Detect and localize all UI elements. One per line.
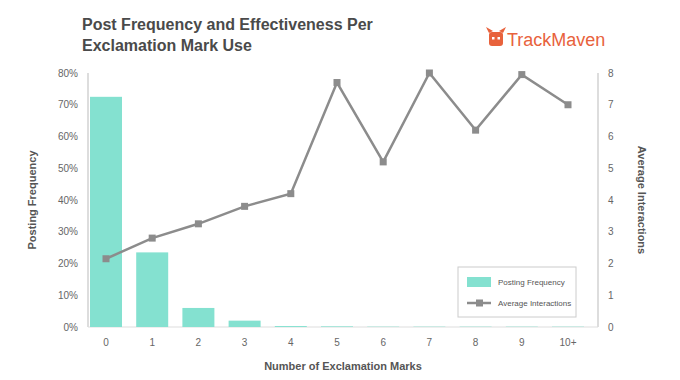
logo-ears bbox=[486, 27, 506, 33]
x-tick-label: 8 bbox=[473, 337, 479, 348]
x-axis-title: Number of Exclamation Marks bbox=[264, 360, 422, 372]
y2-tick-label: 0 bbox=[608, 322, 614, 333]
logo-eye bbox=[492, 37, 495, 40]
y2-tick-label: 7 bbox=[608, 99, 614, 110]
x-tick-label: 2 bbox=[196, 337, 202, 348]
y2-tick-label: 8 bbox=[608, 68, 614, 79]
y-tick-label: 40% bbox=[58, 195, 78, 206]
bar bbox=[321, 326, 353, 327]
title: Post Frequency and Effectiveness Per Excl… bbox=[82, 16, 373, 54]
marks bbox=[90, 70, 584, 328]
x-tick-label: 7 bbox=[427, 337, 433, 348]
x-tick-label: 0 bbox=[103, 337, 109, 348]
y-axis bbox=[88, 73, 89, 327]
x-tick-label: 1 bbox=[149, 337, 155, 348]
marker bbox=[426, 70, 433, 77]
title-line: Exclamation Mark Use bbox=[82, 37, 252, 54]
logo-eye bbox=[498, 37, 501, 40]
x-tick-label: 4 bbox=[288, 337, 294, 348]
marker bbox=[287, 190, 294, 197]
marker bbox=[334, 79, 341, 86]
y2-axis-title: Average Interactions bbox=[636, 146, 648, 254]
bar bbox=[229, 321, 261, 327]
y-tick-label: 60% bbox=[58, 131, 78, 142]
marker bbox=[380, 158, 387, 165]
legend: Posting Frequency Average Interactions bbox=[458, 267, 576, 317]
marker bbox=[472, 127, 479, 134]
y-tick-label: 80% bbox=[58, 68, 78, 79]
x-tick-label: 6 bbox=[380, 337, 386, 348]
bar bbox=[552, 326, 584, 327]
marker bbox=[103, 255, 110, 262]
y-tick-label: 20% bbox=[58, 258, 78, 269]
legend-label: Average Interactions bbox=[498, 299, 571, 308]
line bbox=[106, 73, 568, 259]
bar bbox=[460, 326, 492, 327]
marker bbox=[195, 220, 202, 227]
y-axis-title: Posting Frequency bbox=[26, 150, 38, 250]
marker bbox=[565, 101, 572, 108]
logo-icon bbox=[489, 32, 503, 46]
x-tick-label: 5 bbox=[334, 337, 340, 348]
y2-axis bbox=[598, 73, 599, 327]
legend-box bbox=[458, 267, 576, 317]
y2-tick-label: 6 bbox=[608, 131, 614, 142]
y-tick-label: 0% bbox=[64, 322, 79, 333]
y-tick-label: 10% bbox=[58, 290, 78, 301]
legend-swatch bbox=[467, 277, 491, 287]
legend-marker bbox=[476, 300, 483, 307]
bar bbox=[275, 326, 307, 327]
bar bbox=[506, 326, 538, 327]
y-tick-label: 30% bbox=[58, 226, 78, 237]
title-line: Post Frequency and Effectiveness Per bbox=[82, 16, 373, 33]
y2-tick-label: 4 bbox=[608, 195, 614, 206]
bar bbox=[182, 308, 214, 327]
bar bbox=[413, 326, 445, 327]
logo-text: TrackMaven bbox=[507, 30, 605, 50]
y2-tick-label: 5 bbox=[608, 163, 614, 174]
x-tick-label: 3 bbox=[242, 337, 248, 348]
chart: Post Frequency and Effectiveness Per Excl… bbox=[0, 0, 680, 380]
bar bbox=[367, 326, 399, 327]
y-tick-label: 70% bbox=[58, 99, 78, 110]
marker bbox=[518, 71, 525, 78]
bar bbox=[136, 252, 168, 327]
y2-tick-label: 1 bbox=[608, 290, 614, 301]
marker bbox=[149, 235, 156, 242]
x-tick-label: 9 bbox=[519, 337, 525, 348]
y2-tick-label: 3 bbox=[608, 226, 614, 237]
bar bbox=[90, 97, 122, 327]
legend-label: Posting Frequency bbox=[498, 278, 565, 287]
y2-tick-label: 2 bbox=[608, 258, 614, 269]
logo: TrackMaven bbox=[486, 27, 605, 50]
y-tick-label: 50% bbox=[58, 163, 78, 174]
marker bbox=[241, 203, 248, 210]
x-tick-label: 10+ bbox=[560, 337, 577, 348]
